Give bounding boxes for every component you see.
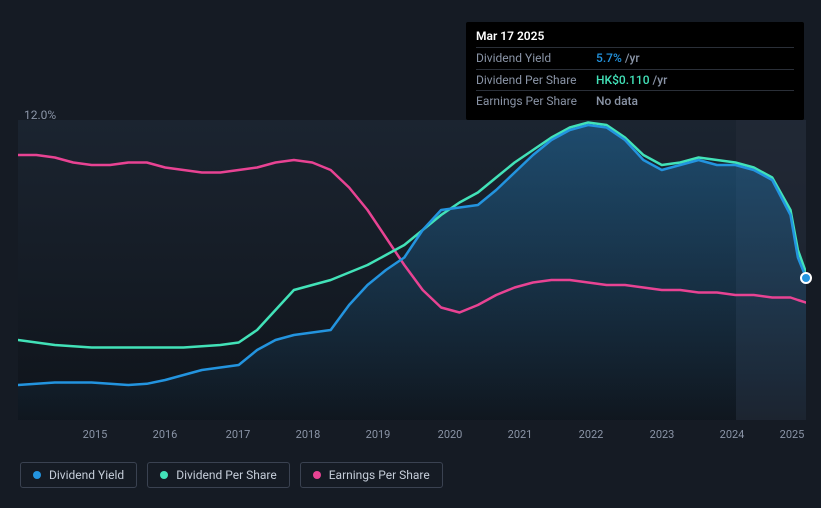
x-axis: 2015 2016 2017 2018 2019 2020 2021 2022 2023 2024… xyxy=(0,428,821,448)
tooltip-date: Mar 17 2025 xyxy=(476,28,794,47)
current-value-marker xyxy=(800,272,812,284)
tooltip-value: 5.7%/yr xyxy=(596,50,640,67)
x-axis-tick: 2023 xyxy=(650,428,675,441)
tooltip-label: Dividend Yield xyxy=(476,50,596,67)
dividend-chart: Mar 17 2025 Dividend Yield5.7%/yrDividen… xyxy=(0,0,821,508)
x-axis-tick: 2021 xyxy=(508,428,533,441)
legend-dot-icon xyxy=(33,471,41,479)
legend-dot-icon xyxy=(160,471,168,479)
tooltip-label: Dividend Per Share xyxy=(476,72,596,89)
chart-legend: Dividend Yield Dividend Per Share Earnings… xyxy=(20,462,443,488)
tooltip-row: Dividend Yield5.7%/yr xyxy=(476,47,794,69)
x-axis-tick: 2017 xyxy=(226,428,251,441)
chart-plot-area[interactable] xyxy=(18,120,806,420)
tooltip-suffix: /yr xyxy=(653,73,668,87)
tooltip-label: Earnings Per Share xyxy=(476,93,596,110)
legend-label: Dividend Yield xyxy=(49,468,124,482)
tooltip-value: HK$0.110/yr xyxy=(596,72,667,89)
x-axis-tick: 2019 xyxy=(366,428,391,441)
x-axis-tick: 2016 xyxy=(153,428,178,441)
tooltip-row: Dividend Per ShareHK$0.110/yr xyxy=(476,69,794,91)
legend-label: Earnings Per Share xyxy=(329,468,430,482)
tooltip-row: Earnings Per ShareNo data xyxy=(476,90,794,112)
legend-item-earnings-per-share[interactable]: Earnings Per Share xyxy=(300,462,443,488)
tooltip-suffix: /yr xyxy=(625,51,640,65)
legend-item-dividend-per-share[interactable]: Dividend Per Share xyxy=(147,462,290,488)
x-axis-tick: 2018 xyxy=(296,428,321,441)
legend-dot-icon xyxy=(313,471,321,479)
tooltip-value: No data xyxy=(596,93,641,110)
x-axis-tick: 2024 xyxy=(720,428,745,441)
x-axis-tick: 2015 xyxy=(83,428,108,441)
x-axis-tick: 2022 xyxy=(579,428,604,441)
legend-item-dividend-yield[interactable]: Dividend Yield xyxy=(20,462,137,488)
chart-tooltip: Mar 17 2025 Dividend Yield5.7%/yrDividen… xyxy=(466,22,804,120)
legend-label: Dividend Per Share xyxy=(176,468,277,482)
x-axis-tick: 2025 xyxy=(780,428,805,441)
x-axis-tick: 2020 xyxy=(438,428,463,441)
